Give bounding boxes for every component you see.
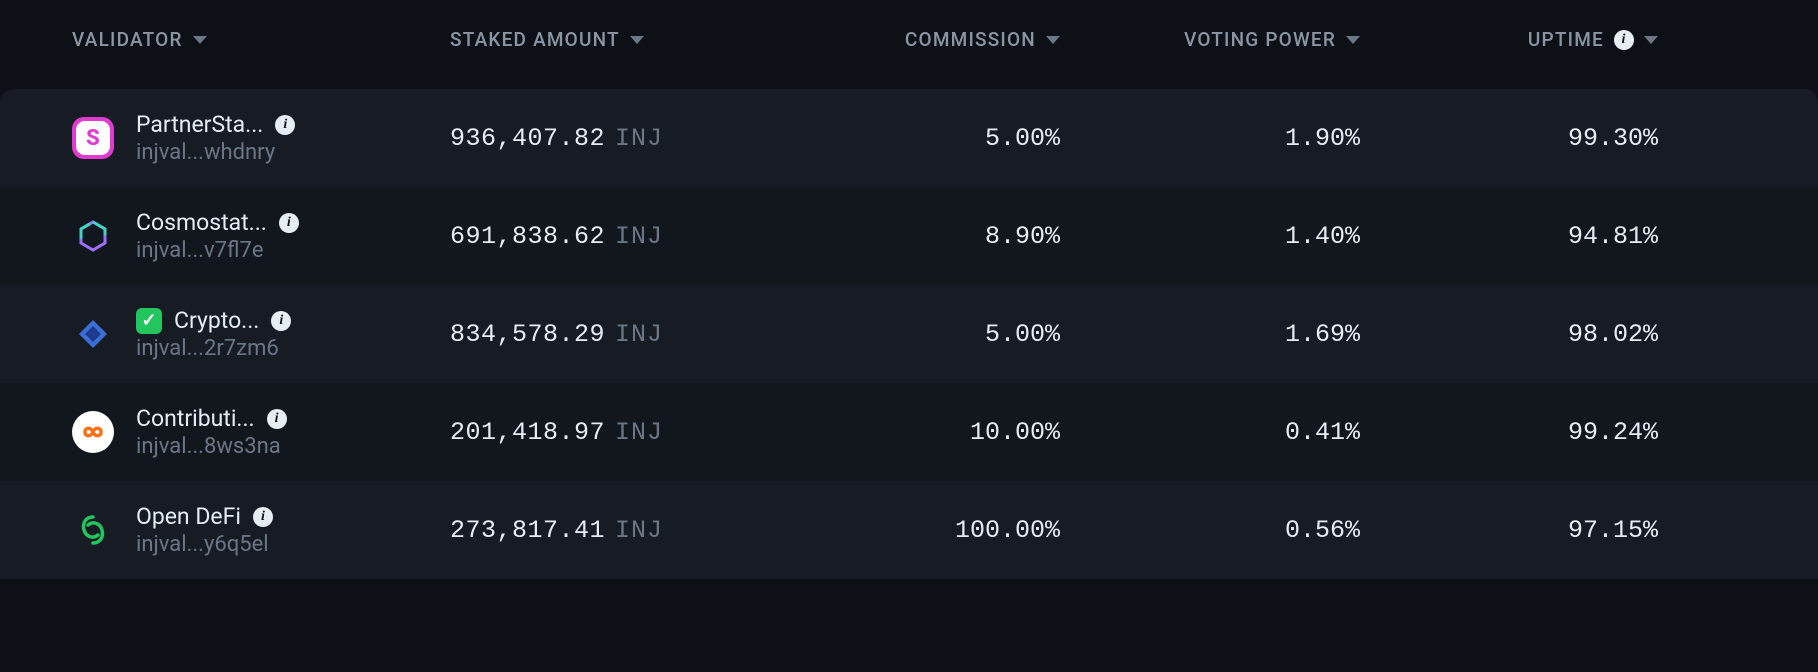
staked-amount-unit: INJ <box>615 124 663 153</box>
validator-name: PartnerSta... <box>136 111 263 138</box>
header-commission[interactable]: COMMISSION <box>905 28 1060 51</box>
header-validator-label: VALIDATOR <box>72 28 183 51</box>
commission-cell: 10.00% <box>760 418 1100 447</box>
uptime-cell: 94.81% <box>1400 222 1700 251</box>
header-uptime[interactable]: UPTIME i <box>1528 28 1658 51</box>
commission-cell: 8.90% <box>760 222 1100 251</box>
staked-amount-value: 273,817.41 <box>450 516 605 545</box>
header-voting[interactable]: VOTING POWER <box>1184 28 1360 51</box>
table-row[interactable]: Contributi... i injval...8ws3na 201,418.… <box>0 383 1818 481</box>
validator-cell: ✓ Crypto... i injval...2r7zm6 <box>0 307 410 361</box>
validator-name: Cosmostat... <box>136 209 267 236</box>
info-icon[interactable]: i <box>271 311 291 331</box>
validator-address: injval...8ws3na <box>136 434 287 459</box>
info-icon[interactable]: i <box>1614 30 1634 50</box>
sort-caret-icon <box>1046 36 1060 44</box>
sort-caret-icon <box>1346 36 1360 44</box>
voting-power-cell: 1.69% <box>1100 320 1400 349</box>
validator-cell: S PartnerSta... i injval...whdnry <box>0 111 410 165</box>
staked-amount-unit: INJ <box>615 516 663 545</box>
validator-avatar <box>72 411 114 453</box>
uptime-cell: 99.30% <box>1400 124 1700 153</box>
staked-amount-unit: INJ <box>615 418 663 447</box>
header-commission-label: COMMISSION <box>905 28 1036 51</box>
commission-cell: 100.00% <box>760 516 1100 545</box>
voting-power-cell: 1.90% <box>1100 124 1400 153</box>
staked-amount-cell: 201,418.97 INJ <box>410 418 760 447</box>
sort-caret-icon <box>630 36 644 44</box>
header-validator[interactable]: VALIDATOR <box>72 28 207 51</box>
staked-amount-cell: 273,817.41 INJ <box>410 516 760 545</box>
validator-name: Crypto... <box>174 307 259 334</box>
staked-amount-value: 834,578.29 <box>450 320 605 349</box>
staked-amount-cell: 936,407.82 INJ <box>410 124 760 153</box>
staked-amount-cell: 834,578.29 INJ <box>410 320 760 349</box>
staked-amount-value: 201,418.97 <box>450 418 605 447</box>
info-icon[interactable]: i <box>275 115 295 135</box>
validator-cell: Cosmostat... i injval...v7fl7e <box>0 209 410 263</box>
table-row[interactable]: Open DeFi i injval...y6q5el 273,817.41 I… <box>0 481 1818 579</box>
info-icon[interactable]: i <box>279 213 299 233</box>
staked-amount-value: 936,407.82 <box>450 124 605 153</box>
uptime-cell: 97.15% <box>1400 516 1700 545</box>
table-row[interactable]: Cosmostat... i injval...v7fl7e 691,838.6… <box>0 187 1818 285</box>
header-staked[interactable]: STAKED AMOUNT <box>450 28 644 51</box>
sort-caret-icon <box>1644 36 1658 44</box>
commission-cell: 5.00% <box>760 320 1100 349</box>
info-icon[interactable]: i <box>267 409 287 429</box>
uptime-cell: 98.02% <box>1400 320 1700 349</box>
verified-badge-icon: ✓ <box>136 308 162 334</box>
validator-avatar <box>72 509 114 551</box>
validator-cell: Open DeFi i injval...y6q5el <box>0 503 410 557</box>
voting-power-cell: 0.41% <box>1100 418 1400 447</box>
table-row[interactable]: S PartnerSta... i injval...whdnry 936,40… <box>0 89 1818 187</box>
uptime-cell: 99.24% <box>1400 418 1700 447</box>
commission-cell: 5.00% <box>760 124 1100 153</box>
staked-amount-unit: INJ <box>615 320 663 349</box>
table-row[interactable]: ✓ Crypto... i injval...2r7zm6 834,578.29… <box>0 285 1818 383</box>
info-icon[interactable]: i <box>253 507 273 527</box>
validator-cell: Contributi... i injval...8ws3na <box>0 405 410 459</box>
staked-amount-unit: INJ <box>615 222 663 251</box>
validator-name: Open DeFi <box>136 503 241 530</box>
validator-address: injval...whdnry <box>136 140 295 165</box>
voting-power-cell: 0.56% <box>1100 516 1400 545</box>
voting-power-cell: 1.40% <box>1100 222 1400 251</box>
staked-amount-cell: 691,838.62 INJ <box>410 222 760 251</box>
validator-address: injval...2r7zm6 <box>136 336 291 361</box>
staked-amount-value: 691,838.62 <box>450 222 605 251</box>
header-uptime-label: UPTIME <box>1528 28 1604 51</box>
table-header-row: VALIDATOR STAKED AMOUNT COMMISSION VOTIN… <box>0 0 1818 89</box>
validator-address: injval...v7fl7e <box>136 238 299 263</box>
validators-table: VALIDATOR STAKED AMOUNT COMMISSION VOTIN… <box>0 0 1818 579</box>
header-staked-label: STAKED AMOUNT <box>450 28 620 51</box>
validator-avatar <box>72 215 114 257</box>
validator-name: Contributi... <box>136 405 255 432</box>
header-voting-label: VOTING POWER <box>1184 28 1336 51</box>
sort-caret-icon <box>193 36 207 44</box>
table-body: S PartnerSta... i injval...whdnry 936,40… <box>0 89 1818 579</box>
validator-avatar: S <box>72 117 114 159</box>
validator-avatar <box>72 313 114 355</box>
validator-address: injval...y6q5el <box>136 532 273 557</box>
